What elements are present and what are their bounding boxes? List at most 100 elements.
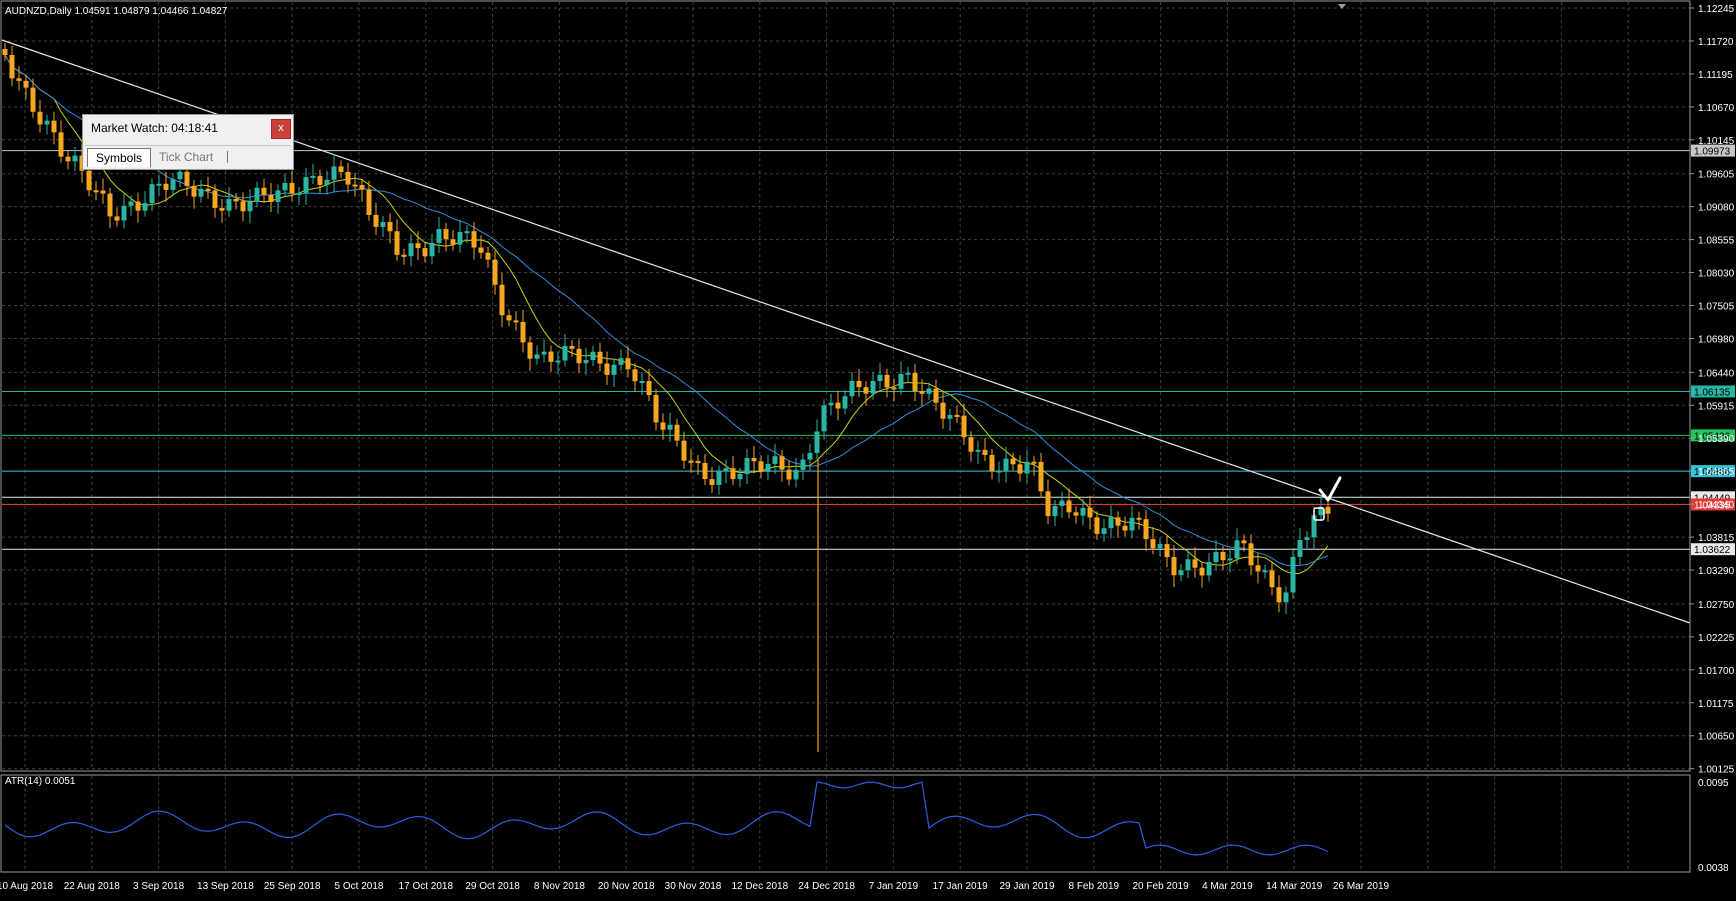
date-axis-label: 20 Feb 2019 xyxy=(1133,881,1190,892)
date-axis-label: 17 Jan 2019 xyxy=(933,881,988,892)
date-axis-label: 30 Nov 2018 xyxy=(665,881,722,892)
price-axis-label: 1.06440 xyxy=(1698,368,1735,379)
candle-body xyxy=(30,87,36,112)
candle-body xyxy=(1143,519,1149,540)
candle-body xyxy=(1059,500,1065,506)
candle-body xyxy=(296,192,302,195)
candle-body xyxy=(114,216,120,221)
candle-body xyxy=(1262,570,1268,573)
candle-body xyxy=(772,456,778,464)
price-axis-label: 1.02750 xyxy=(1698,600,1735,611)
tab-separator xyxy=(227,151,228,163)
atr-panel-frame xyxy=(0,774,1691,873)
candle-body xyxy=(968,437,974,452)
candle-body xyxy=(107,193,113,217)
candle-body xyxy=(2,49,8,55)
candle-body xyxy=(450,239,456,245)
candle-body xyxy=(800,459,806,470)
candle-body xyxy=(793,469,799,480)
candle-body xyxy=(422,248,428,257)
candle-body xyxy=(751,458,757,462)
candle-body xyxy=(1304,537,1310,541)
candle-body xyxy=(93,190,99,193)
close-button[interactable]: x xyxy=(271,119,291,139)
candle-body xyxy=(947,414,953,419)
candle-body xyxy=(205,188,211,191)
candle-body xyxy=(597,351,603,364)
market-watch-window[interactable]: Market Watch: 04:18:41 x Symbols Tick Ch… xyxy=(82,114,294,170)
price-tag xyxy=(1691,144,1735,157)
candle-body xyxy=(485,252,491,260)
candle-body xyxy=(177,171,183,180)
candle-body xyxy=(744,458,750,474)
main-panel-frame xyxy=(0,0,1691,772)
candle-body xyxy=(247,201,253,212)
candle-body xyxy=(646,381,652,395)
candle-body xyxy=(583,360,589,364)
candle-body xyxy=(674,424,680,441)
candle-body xyxy=(828,402,834,406)
candle-body xyxy=(359,185,365,190)
date-axis-label: 4 Mar 2019 xyxy=(1202,881,1253,892)
candle-body xyxy=(667,424,673,430)
candle-body xyxy=(128,201,134,206)
candle-body xyxy=(1318,506,1324,516)
candle-body xyxy=(142,203,148,211)
candle-body xyxy=(723,468,729,472)
candle-body xyxy=(1017,464,1023,474)
date-axis-label: 8 Nov 2018 xyxy=(534,881,586,892)
price-tag-label: 1.06135 xyxy=(1694,387,1731,398)
candle-body xyxy=(527,342,533,359)
candle-body xyxy=(989,454,995,472)
candle-body xyxy=(1108,517,1114,529)
candle-body xyxy=(814,431,820,453)
chart-shift-marker-icon xyxy=(1338,4,1346,9)
candle-body xyxy=(1269,570,1275,588)
candle-body xyxy=(632,369,638,382)
candle-body xyxy=(1171,557,1177,576)
date-axis-label: 29 Oct 2018 xyxy=(465,881,520,892)
candle-body xyxy=(1185,559,1191,571)
candle-body xyxy=(1073,512,1079,516)
candle-body xyxy=(443,229,449,240)
candle-body xyxy=(240,201,246,212)
date-axis-label: 26 Mar 2019 xyxy=(1333,881,1390,892)
candle-body xyxy=(975,449,981,452)
candle-body xyxy=(884,374,890,388)
candle-body xyxy=(611,364,617,375)
candle-body xyxy=(1045,491,1051,517)
candle-body xyxy=(1087,507,1093,518)
candle-body xyxy=(65,156,71,162)
candle-body xyxy=(1094,517,1100,534)
candle-body xyxy=(254,187,260,202)
candle-body xyxy=(534,354,540,359)
moving-average-slow xyxy=(4,54,1329,567)
price-tag-label: 1.05436 xyxy=(1694,431,1731,442)
candle-body xyxy=(464,231,470,234)
candle-body xyxy=(100,190,106,194)
price-tag-label: 1.04866 xyxy=(1694,467,1731,478)
candle-body xyxy=(317,175,323,185)
tab-symbols[interactable]: Symbols xyxy=(87,148,152,167)
price-tag xyxy=(1691,429,1735,442)
candle-body xyxy=(1206,562,1212,576)
candle-body xyxy=(562,345,568,361)
candle-body xyxy=(961,415,967,438)
price-axis-label: 1.03290 xyxy=(1698,566,1735,577)
price-axis-label: 1.07505 xyxy=(1698,301,1735,312)
price-tag xyxy=(1691,498,1735,511)
candle-body xyxy=(275,190,281,202)
candle-body xyxy=(58,132,64,157)
candle-body xyxy=(1136,517,1142,520)
candle-body xyxy=(639,381,645,384)
candle-body xyxy=(660,422,666,430)
atr-line xyxy=(4,781,1329,856)
date-axis-label: 14 Mar 2019 xyxy=(1266,881,1323,892)
tab-tick-chart[interactable]: Tick Chart xyxy=(159,150,214,164)
candle-body xyxy=(618,358,624,365)
atr-info: ATR(14) 0.0051 xyxy=(5,776,76,787)
atr-axis-label: 0.0038 xyxy=(1698,863,1729,874)
date-axis-label: 22 Aug 2018 xyxy=(64,881,121,892)
candle-body xyxy=(163,183,169,190)
